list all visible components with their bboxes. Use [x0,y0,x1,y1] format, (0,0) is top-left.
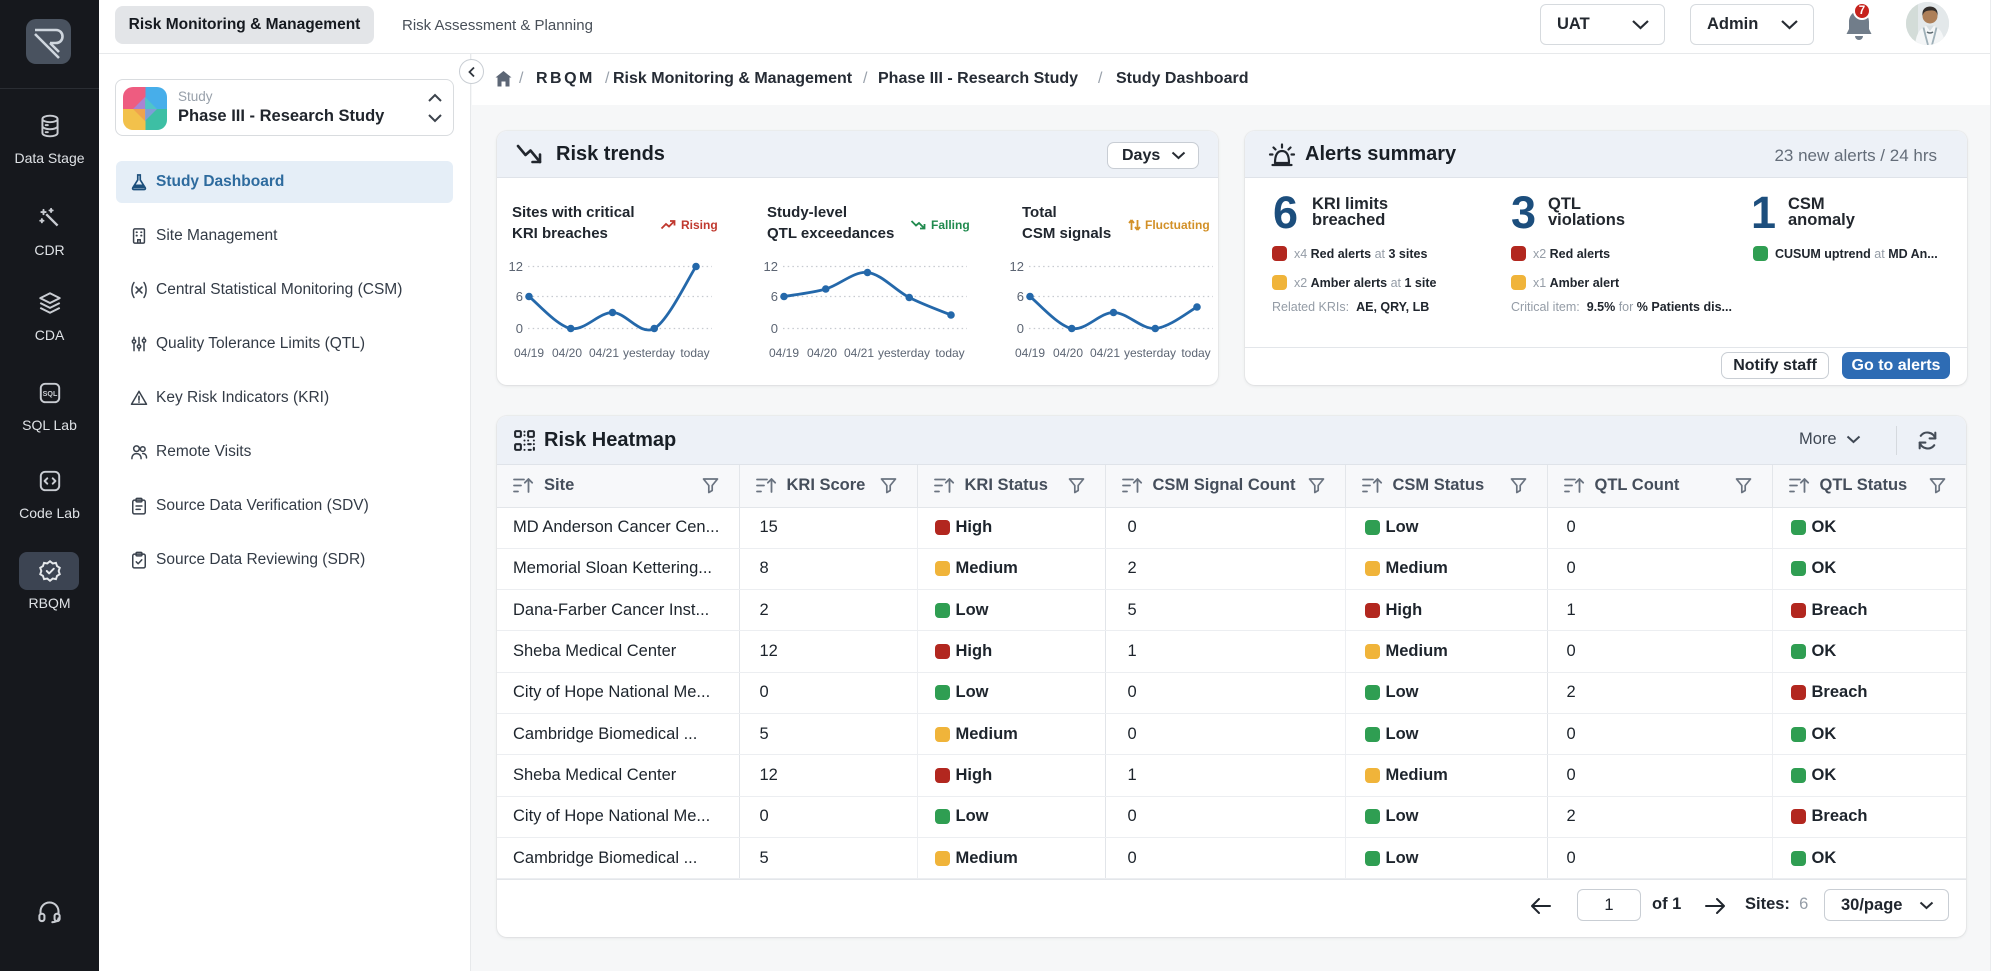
svg-text:today: today [1181,346,1210,360]
svg-text:04/19: 04/19 [769,346,799,360]
svg-text:04/21: 04/21 [589,346,619,360]
svg-text:SQL: SQL [42,390,57,398]
svg-text:04/19: 04/19 [1015,346,1045,360]
svg-text:04/20: 04/20 [807,346,837,360]
svg-text:yesterday: yesterday [1124,346,1176,360]
svg-text:12: 12 [1010,259,1024,274]
svg-text:yesterday: yesterday [878,346,930,360]
svg-text:04/20: 04/20 [552,346,582,360]
svg-text:04/21: 04/21 [1090,346,1120,360]
svg-text:6: 6 [516,289,523,304]
svg-text:04/20: 04/20 [1053,346,1083,360]
svg-text:today: today [935,346,964,360]
svg-text:6: 6 [771,289,778,304]
svg-text:0: 0 [1017,321,1024,336]
svg-text:0: 0 [771,321,778,336]
svg-text:04/19: 04/19 [514,346,544,360]
svg-text:12: 12 [764,259,778,274]
svg-text:0: 0 [516,321,523,336]
svg-text:yesterday: yesterday [623,346,675,360]
svg-text:6: 6 [1017,289,1024,304]
svg-text:today: today [680,346,709,360]
svg-text:12: 12 [509,259,523,274]
svg-text:04/21: 04/21 [844,346,874,360]
